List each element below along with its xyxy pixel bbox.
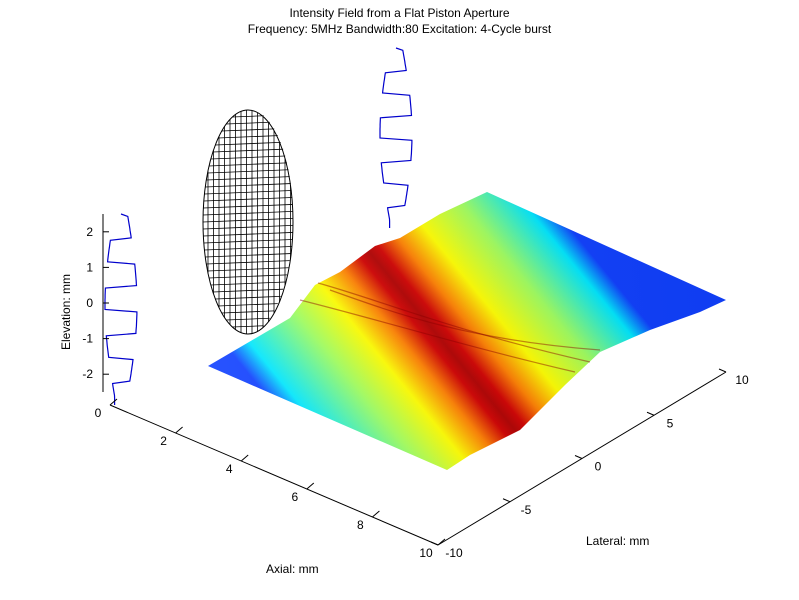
lateral-tick bbox=[646, 411, 655, 416]
x-axis-label: Axial: mm bbox=[266, 562, 319, 576]
aperture-mesh-line bbox=[203, 211, 293, 216]
aperture-mesh-line bbox=[207, 169, 289, 174]
aperture-mesh-line bbox=[226, 121, 270, 125]
axial-tick bbox=[175, 426, 183, 434]
axial-tick-label: 10 bbox=[419, 546, 433, 560]
surface-shading bbox=[208, 192, 726, 470]
aperture-mesh-line bbox=[203, 225, 293, 230]
axial-tick bbox=[372, 510, 380, 518]
aperture-mesh-line bbox=[206, 176, 290, 181]
aperture-mesh-line bbox=[202, 218, 294, 223]
aperture-mesh-line bbox=[221, 310, 275, 314]
aperture-mesh-line bbox=[232, 325, 264, 328]
aperture-mesh-line bbox=[210, 281, 286, 286]
lateral-tick-label: 0 bbox=[595, 460, 602, 474]
lateral-tick bbox=[430, 541, 439, 546]
axial-tick-label: 2 bbox=[160, 434, 167, 448]
aperture-mesh-line bbox=[203, 204, 293, 209]
aperture-mesh-line bbox=[232, 115, 264, 118]
aperture-mesh-line bbox=[226, 317, 270, 321]
aperture-mesh-line bbox=[204, 190, 292, 195]
lateral-tick-label: -10 bbox=[445, 546, 463, 560]
z-axis-label: Elevation: mm bbox=[59, 273, 73, 351]
axial-axis-line bbox=[109, 404, 439, 546]
axial-tick-label: 6 bbox=[291, 490, 298, 504]
lateral-tick-label: 5 bbox=[667, 416, 674, 430]
intensity-surface bbox=[208, 192, 726, 470]
axial-tick-label: 4 bbox=[226, 462, 233, 476]
lateral-tick bbox=[502, 498, 511, 503]
axial-tick bbox=[437, 538, 446, 546]
lateral-tick bbox=[718, 368, 727, 373]
aperture-mesh-line bbox=[207, 267, 289, 272]
aperture-mesh-line bbox=[221, 128, 275, 132]
axial-tick bbox=[306, 482, 315, 490]
aperture-mesh-line bbox=[209, 162, 287, 167]
waveform-traces bbox=[104, 47, 413, 405]
surface-ridge bbox=[299, 299, 576, 373]
aperture-mesh-line bbox=[203, 232, 293, 237]
lateral-tick-label: 10 bbox=[735, 373, 749, 387]
axial-tick bbox=[109, 398, 118, 406]
waveform-top bbox=[379, 47, 413, 228]
aperture-mesh-line bbox=[205, 253, 291, 258]
lateral-tick bbox=[574, 455, 583, 459]
aperture-mesh-line bbox=[203, 197, 293, 202]
elevation-tick-label: 0 bbox=[86, 296, 93, 310]
aperture-mesh-line bbox=[212, 148, 284, 153]
aperture-mesh-line bbox=[205, 183, 291, 188]
aperture-mesh-line bbox=[215, 141, 281, 146]
aperture-mesh-line bbox=[218, 135, 278, 139]
aperture-mesh-line bbox=[212, 288, 284, 293]
aperture-mesh-line bbox=[204, 246, 292, 251]
waveform-left bbox=[104, 213, 138, 405]
chart-title: Intensity Field from a Flat Piston Apert… bbox=[289, 6, 510, 20]
axial-tick bbox=[240, 454, 249, 462]
lateral-tick-label: -5 bbox=[521, 503, 532, 517]
surface-ridge bbox=[329, 289, 601, 351]
chart-subtitle: Frequency: 5MHz Bandwidth:80 Excitation:… bbox=[247, 22, 552, 36]
elevation-tick-label: 1 bbox=[86, 260, 93, 274]
aperture-mesh-line bbox=[215, 295, 281, 300]
aperture-mesh-line bbox=[210, 155, 286, 160]
y-axis-label: Lateral: mm bbox=[586, 534, 650, 548]
axial-tick-label: 8 bbox=[357, 518, 364, 532]
axial-tick-label: 0 bbox=[95, 406, 102, 420]
elevation-tick-label: -1 bbox=[82, 332, 93, 346]
aperture-mesh bbox=[202, 109, 294, 335]
aperture-mesh-line bbox=[206, 260, 290, 265]
surface-ridge bbox=[317, 282, 591, 363]
elevation-tick-label: -2 bbox=[82, 367, 93, 381]
aperture-mesh-line bbox=[203, 239, 293, 244]
elevation-tick-label: 2 bbox=[86, 225, 93, 239]
aperture-mesh-line bbox=[218, 303, 278, 307]
aperture-mesh-line bbox=[209, 274, 287, 279]
